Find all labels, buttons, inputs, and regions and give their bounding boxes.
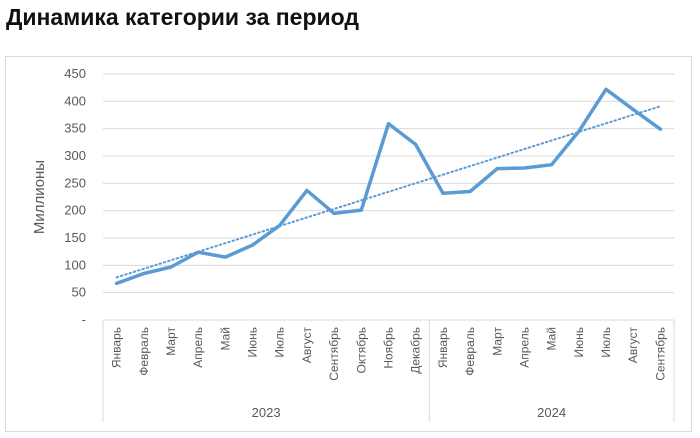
data-point xyxy=(332,211,336,215)
x-tick-label: Февраль xyxy=(463,327,477,376)
y-tick-label: - xyxy=(82,312,86,327)
data-point xyxy=(359,208,363,212)
x-tick-label: Январь xyxy=(110,327,124,368)
trendline xyxy=(115,105,662,279)
y-tick-label: 200 xyxy=(64,203,86,218)
x-tick-label: Январь xyxy=(436,327,450,368)
x-tick-label: Сентябрь xyxy=(327,327,341,381)
x-tick-label: Ноябрь xyxy=(382,327,396,369)
data-point xyxy=(142,272,146,276)
data-point xyxy=(223,255,227,259)
data-point xyxy=(169,265,173,269)
series-line xyxy=(114,87,663,286)
x-tick-label: Июнь xyxy=(572,327,586,358)
data-point xyxy=(631,108,635,112)
x-tick-label: Август xyxy=(626,327,640,364)
x-group-label: 2024 xyxy=(537,405,566,420)
y-tick-label: 350 xyxy=(64,121,86,136)
y-tick-label: 250 xyxy=(64,175,86,190)
data-point xyxy=(196,250,200,254)
x-tick-label: Апрель xyxy=(517,327,531,368)
data-point xyxy=(577,129,581,133)
x-tick-label: Декабрь xyxy=(409,327,423,374)
data-point xyxy=(441,191,445,195)
data-point xyxy=(115,281,119,285)
y-tick-label: 50 xyxy=(72,285,86,300)
data-point xyxy=(468,190,472,194)
y-axis-label: Миллионы xyxy=(31,160,48,234)
x-group-label: 2023 xyxy=(252,405,281,420)
x-tick-label: Август xyxy=(300,327,314,364)
data-point xyxy=(387,122,390,126)
x-tick-label: Июль xyxy=(599,327,613,358)
x-tick-label: Май xyxy=(218,327,232,351)
data-point xyxy=(604,87,608,91)
x-tick-label: Март xyxy=(490,327,504,356)
chart-frame xyxy=(5,56,692,432)
data-point xyxy=(305,188,309,192)
x-tick-label: Май xyxy=(545,327,559,351)
x-tick-label: Июль xyxy=(273,327,287,358)
data-point xyxy=(522,166,526,170)
x-tick-label: Июнь xyxy=(246,327,260,358)
data-point xyxy=(278,223,282,227)
data-point xyxy=(414,143,418,147)
x-tick-label: Сентябрь xyxy=(653,327,667,381)
data-point xyxy=(658,127,662,131)
data-point xyxy=(251,243,255,247)
y-tick-label: 150 xyxy=(64,230,86,245)
chart-title: Динамика категории за период xyxy=(6,4,359,30)
y-tick-label: 300 xyxy=(64,148,86,163)
x-tick-label: Октябрь xyxy=(354,327,368,374)
x-tick-label: Март xyxy=(164,327,178,356)
x-tick-label: Апрель xyxy=(191,327,205,368)
data-point xyxy=(495,167,499,171)
x-tick-label: Февраль xyxy=(137,327,151,376)
data-point xyxy=(550,163,554,167)
y-tick-label: 100 xyxy=(64,257,86,272)
y-tick-label: 400 xyxy=(64,93,86,108)
y-tick-label: 450 xyxy=(64,66,86,81)
